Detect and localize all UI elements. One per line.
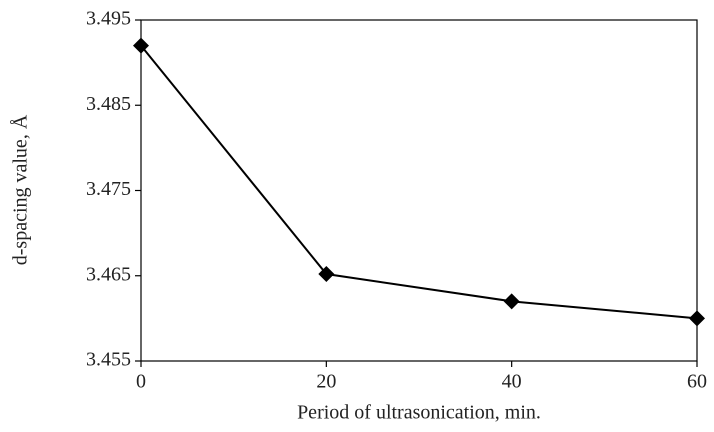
y-tick-label: 3.455 <box>86 349 131 371</box>
x-axis-label: Period of ultrasonication, min. <box>297 402 541 424</box>
marker <box>133 37 149 54</box>
x-tick-label: 60 <box>687 371 707 393</box>
marker <box>318 266 335 283</box>
marker <box>503 293 520 310</box>
y-tick-label: 3.495 <box>86 8 131 30</box>
y-tick-label: 3.465 <box>86 263 131 285</box>
x-tick-label: 20 <box>316 371 336 393</box>
x-tick-label: 0 <box>136 371 146 393</box>
series-line <box>140 44 698 320</box>
y-tick-label: 3.475 <box>86 178 131 200</box>
y-tick-label: 3.485 <box>86 93 131 115</box>
y-axis-label: d-spacing value, Å <box>10 114 32 265</box>
x-tick-label: 40 <box>502 371 522 393</box>
marker <box>689 310 705 327</box>
